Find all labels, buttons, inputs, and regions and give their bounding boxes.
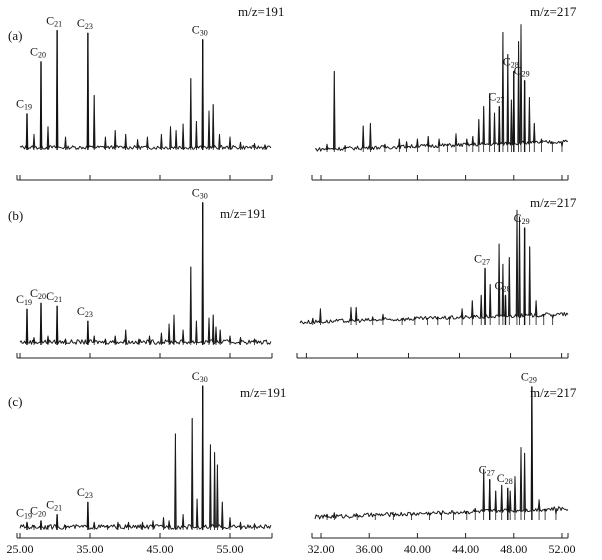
peak-label-C29: C29 [514,64,530,79]
x-tick-label: 35.00 [77,542,104,556]
x-tick-label: 32.00 [308,542,335,556]
chromatogram-panel-1: C19 C20 C21 C23 C30 (a) m/z=191 [8,4,284,181]
x-tick-label: 25.00 [7,542,34,556]
x-tick-label: 45.00 [147,542,174,556]
mz-label: m/z=191 [238,4,284,19]
peak-label-C30: C30 [192,23,208,38]
peak-label-C23: C23 [77,485,93,500]
x-tick-label: 55.00 [217,542,244,556]
mz-label: m/z=191 [240,385,286,400]
chromatogram-trace [19,202,272,345]
x-tick-label: 40.00 [404,542,431,556]
peak-label-C27: C27 [474,251,490,266]
chromatogram-panel-6: C27 C28 C29 32.00 36.00 40.00 44.00 48.00 52.00 m… [308,370,577,556]
panel-label: (a) [8,28,22,43]
peak-label-C30: C30 [192,186,208,201]
peak-label-C30: C30 [192,369,208,384]
chromatogram-trace [314,24,569,152]
x-tick-label: 44.00 [452,542,479,556]
peak-label-C21: C21 [46,498,62,513]
peak-label-C27: C27 [479,462,495,477]
panel-label: (b) [8,208,23,223]
peak-label-C20: C20 [30,504,46,519]
peak-label-C29: C29 [521,370,537,385]
peak-label-C23: C23 [77,304,93,319]
peak-label-C29: C29 [514,211,530,226]
chromatogram-trace [299,209,569,325]
x-tick-label: 52.00 [548,542,575,556]
peak-label-C27: C27 [488,90,504,105]
x-tick-label: 36.00 [356,542,383,556]
mz-label: m/z=191 [220,206,266,221]
peak-label-C19: C19 [16,97,32,112]
mz-label: m/z=217 [530,4,577,19]
peak-label-C28: C28 [497,471,513,486]
chromatogram-trace [314,386,569,520]
chromatogram-trace [19,385,272,530]
chromatogram-trace [19,29,272,150]
peak-label-C20: C20 [30,45,46,60]
mz-label: m/z=217 [530,385,577,400]
x-tick-label: 48.00 [500,542,527,556]
peak-label-C21: C21 [46,289,62,304]
peak-label-C21: C21 [46,13,62,28]
peak-label-C23: C23 [77,16,93,31]
panel-label: (c) [8,394,22,409]
peak-label-C20: C20 [30,286,46,301]
mz-label: m/z=217 [530,195,577,210]
peak-label-C28: C28 [494,278,510,293]
